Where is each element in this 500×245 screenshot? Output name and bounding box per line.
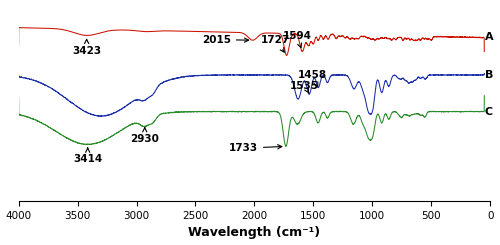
Text: 3423: 3423	[72, 39, 101, 56]
Text: 1458: 1458	[298, 70, 326, 86]
X-axis label: Wavelength (cm⁻¹): Wavelength (cm⁻¹)	[188, 226, 320, 239]
Text: 1594: 1594	[282, 31, 312, 48]
Text: 2930: 2930	[130, 128, 159, 144]
Text: 1727: 1727	[261, 35, 290, 52]
Text: B: B	[485, 70, 493, 80]
Text: 1733: 1733	[229, 143, 282, 153]
Text: C: C	[485, 107, 493, 117]
Text: 2015: 2015	[202, 35, 248, 45]
Text: 1535: 1535	[290, 81, 319, 93]
Text: A: A	[485, 32, 494, 42]
Text: 3414: 3414	[73, 148, 102, 164]
